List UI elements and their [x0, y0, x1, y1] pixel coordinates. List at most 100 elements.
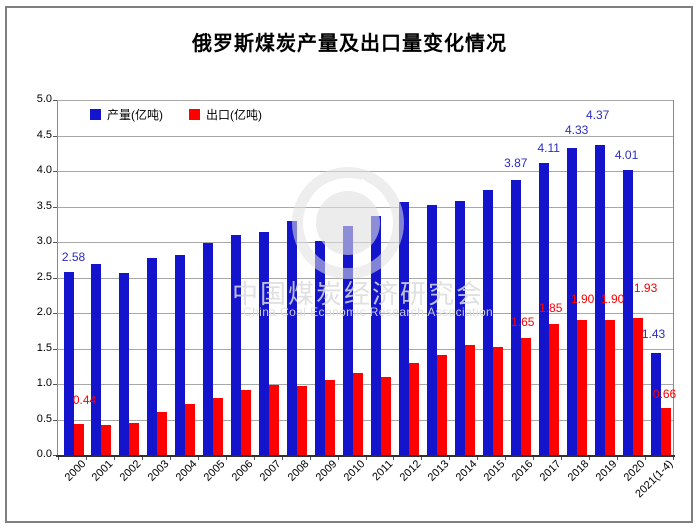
bar-production: [343, 225, 354, 455]
gridline: [58, 135, 673, 137]
bar-export: [269, 385, 280, 455]
gridline: [58, 313, 673, 314]
bar-production: [371, 216, 381, 455]
y-axis-tick: [53, 206, 57, 208]
bar-production: [454, 200, 465, 455]
y-axis-tick: [53, 100, 57, 101]
bar-export: [604, 320, 615, 455]
gridline: [58, 419, 673, 421]
y-tick-label: 4.5: [36, 128, 52, 141]
x-axis-tick: [309, 457, 311, 460]
y-axis-tick: [53, 348, 57, 350]
x-axis-tick: [113, 457, 115, 460]
legend-label: 产量(亿吨): [107, 108, 163, 122]
bar-export: [157, 411, 168, 455]
plot-right-border: [673, 100, 674, 455]
bar-export: [660, 408, 671, 455]
y-axis-tick: [53, 313, 57, 314]
x-axis-tick: [141, 457, 143, 460]
bar-production: [147, 258, 158, 455]
x-axis-tick: [449, 457, 451, 460]
bar-production: [482, 190, 493, 455]
gridline: [58, 348, 673, 350]
y-tick-label: 3.5: [36, 199, 52, 212]
bar-production: [175, 254, 186, 455]
bar-export: [436, 354, 447, 455]
watermark-english-text: China Coal Economic Research Association: [243, 305, 494, 319]
x-axis-tick: [225, 457, 227, 460]
bar-production: [510, 180, 521, 455]
x-axis-tick: [645, 457, 647, 460]
bar-export: [464, 344, 475, 455]
data-label: 0.44: [72, 392, 97, 407]
y-tick-label: 4.0: [36, 164, 52, 176]
x-axis-tick: [589, 457, 591, 460]
y-axis-tick: [53, 455, 57, 456]
y-tick-label: 2.5: [36, 270, 52, 283]
x-axis-line: [56, 455, 675, 457]
bar-production: [650, 353, 661, 455]
y-tick-label: 2.0: [36, 306, 52, 318]
bar-export: [129, 423, 140, 455]
bar-export: [185, 403, 196, 455]
data-label: 3.87: [504, 156, 528, 171]
y-axis-tick: [53, 135, 57, 137]
x-axis-tick: [505, 457, 507, 460]
bar-production: [426, 205, 437, 455]
bar-export: [632, 317, 643, 455]
bar-production: [259, 232, 270, 455]
data-label: 0.66: [652, 387, 677, 402]
x-axis-tick: [421, 457, 423, 460]
bar-export: [381, 376, 391, 455]
bar-export: [492, 347, 503, 455]
bar-export: [548, 323, 559, 455]
watermark-chinese-text: 中国煤炭经济研究会: [232, 279, 485, 309]
data-label: 4.33: [564, 122, 589, 137]
y-tick-label: 0.5: [36, 412, 52, 425]
x-axis-tick: [253, 457, 255, 460]
x-axis-tick: [365, 457, 367, 460]
bar-export: [213, 398, 224, 455]
bar-export: [408, 362, 419, 455]
bar-export: [297, 386, 308, 455]
x-axis-tick: [197, 457, 199, 460]
gridline: [58, 100, 673, 101]
y-tick-label: 5.0: [36, 93, 52, 105]
chart-legend: 产量(亿吨) 出口(亿吨): [90, 106, 262, 123]
bar-production: [231, 234, 242, 455]
data-label: 1.43: [641, 327, 666, 342]
bar-production: [63, 271, 74, 455]
bar-production: [119, 273, 130, 455]
y-tick-label: 0.0: [36, 448, 52, 460]
y-axis-tick: [53, 384, 57, 385]
data-label: 1.93: [633, 280, 658, 295]
bar-production: [398, 202, 409, 455]
bar-production: [91, 264, 102, 455]
watermark-logo-disc: [316, 191, 380, 255]
bar-export: [241, 389, 252, 455]
x-axis-tick: [337, 457, 339, 460]
data-label: 4.37: [585, 107, 610, 122]
y-tick-label: 1.0: [36, 377, 52, 389]
x-axis-tick: [617, 457, 619, 460]
legend-item-export: 出口(亿吨): [189, 106, 262, 123]
y-axis-line: [57, 100, 58, 455]
bar-export: [576, 320, 587, 455]
bar-export: [520, 337, 531, 455]
x-axis-tick: [533, 457, 535, 460]
legend-swatch-icon: [189, 109, 200, 120]
data-label: 4.11: [537, 141, 560, 156]
y-axis-tick: [53, 171, 57, 172]
bar-production: [566, 147, 577, 455]
data-label: 1.90: [600, 292, 625, 307]
bar-export: [73, 423, 84, 455]
y-axis-tick: [53, 242, 57, 243]
data-label: 1.85: [539, 300, 563, 315]
bar-export: [325, 380, 336, 455]
x-axis-tick: [169, 457, 171, 460]
x-axis-tick: [673, 457, 674, 460]
legend-label: 出口(亿吨): [206, 108, 262, 122]
